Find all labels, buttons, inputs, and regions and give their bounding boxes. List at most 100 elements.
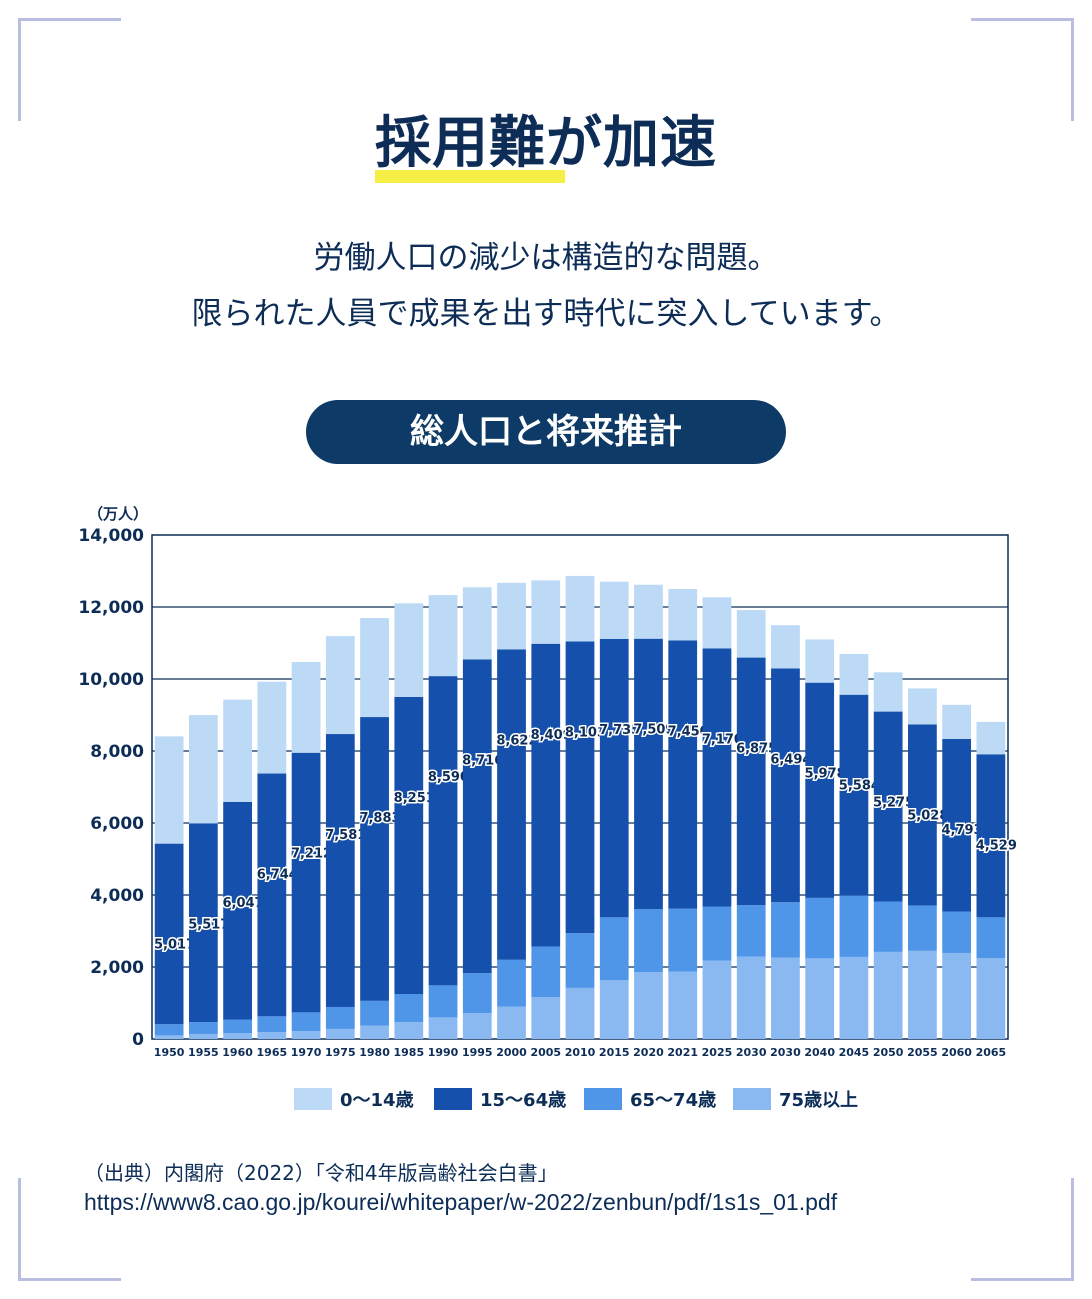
- bar-segment: [188, 1033, 218, 1039]
- bar-segment: [257, 681, 287, 774]
- data-label-15-64: 6,875: [736, 742, 777, 757]
- bar-segment: [497, 582, 526, 650]
- x-tick-label: 2015: [599, 1046, 630, 1059]
- x-tick-label: 1950: [154, 1046, 185, 1059]
- bar-segment: [839, 895, 869, 957]
- bar-segment: [873, 672, 903, 712]
- data-label-15-64: 7,170: [702, 732, 743, 747]
- data-label-15-64: 4,529: [976, 838, 1017, 853]
- bar-segment: [462, 1013, 492, 1039]
- x-tick-label: 2045: [839, 1046, 870, 1059]
- bar-segment: [942, 704, 972, 740]
- data-label-15-64: 8,251: [394, 791, 435, 806]
- bar-segment: [394, 1022, 424, 1039]
- y-tick-label: 0: [132, 1030, 144, 1050]
- legend-label: 0〜14歳: [340, 1090, 414, 1111]
- page-title-text: 採用難が加速: [375, 111, 717, 176]
- bar-segment: [257, 1032, 287, 1039]
- bar-segment: [428, 1017, 458, 1039]
- bar-segment: [839, 694, 869, 896]
- bar-segment: [223, 699, 252, 802]
- bar-segment: [771, 902, 800, 958]
- bar-segment: [565, 575, 595, 642]
- bar-segment: [291, 752, 321, 1013]
- legend-swatch: [584, 1088, 622, 1110]
- bar-segment: [188, 823, 218, 1023]
- source-citation: （出典）内閣府（2022）「令和4年版高齢社会白書」: [84, 1161, 558, 1185]
- bar-segment: [257, 1016, 287, 1033]
- legend-label: 75歳以上: [779, 1090, 858, 1111]
- bar-segment: [565, 933, 595, 988]
- bar-segment: [394, 696, 424, 994]
- bar-segment: [805, 682, 835, 898]
- x-tick-label: 2010: [565, 1046, 596, 1059]
- bar-segment: [188, 715, 218, 824]
- bar-segment: [805, 897, 835, 959]
- bar-segment: [839, 956, 869, 1039]
- bar-segment: [736, 610, 766, 658]
- legend-label: 65〜74歳: [630, 1090, 716, 1111]
- x-tick-label: 1975: [325, 1046, 356, 1059]
- frame-corner-top-right: [971, 18, 1074, 121]
- bar-segment: [360, 1025, 389, 1039]
- bar-segment: [634, 584, 663, 639]
- x-tick-label: 2040: [804, 1046, 835, 1059]
- population-chart: （万人） 0 2,000 4,000 6,000 8,000 10,000 12,000 14,…: [78, 505, 1018, 1111]
- bar-segment: [771, 668, 800, 903]
- data-label-15-64: 5,017: [154, 938, 195, 953]
- bar-segment: [736, 657, 766, 906]
- frame-corner-bottom-left: [18, 1178, 121, 1281]
- bar-segment: [976, 917, 1006, 958]
- x-tick-label: 1960: [222, 1046, 253, 1059]
- x-tick-label: 2055: [907, 1046, 938, 1059]
- chart-heading: 総人口と将来推計: [306, 400, 786, 464]
- y-unit-label: （万人）: [88, 505, 148, 523]
- data-label-15-64: 5,028: [907, 808, 948, 823]
- bar-segment: [702, 960, 732, 1039]
- bar-segment: [325, 1028, 355, 1039]
- bar-segment: [325, 1006, 355, 1029]
- bar-segment: [702, 648, 732, 907]
- bar-segment: [736, 905, 766, 957]
- bar-segment: [805, 639, 835, 683]
- bar-segment: [223, 1033, 252, 1039]
- x-tick-label: 2005: [530, 1046, 561, 1059]
- bar-segment: [360, 1000, 389, 1026]
- bar-segment: [873, 951, 903, 1039]
- source-url[interactable]: https://www8.cao.go.jp/kourei/whitepaper…: [84, 1189, 838, 1215]
- bar-segment: [462, 587, 492, 660]
- x-tick-label: 1970: [291, 1046, 322, 1059]
- bar-segment: [360, 717, 389, 1001]
- data-label-15-64: 5,584: [839, 779, 880, 794]
- y-tick-label: 2,000: [90, 958, 144, 978]
- frame-corner-top-left: [18, 18, 121, 121]
- bar-segment: [360, 618, 389, 718]
- bar-segment: [394, 994, 424, 1023]
- bar-segment: [908, 905, 937, 951]
- data-label-15-64: 6,494: [770, 752, 811, 767]
- data-label-15-64: 6,744: [257, 868, 298, 883]
- x-tick-label: 2025: [702, 1046, 733, 1059]
- data-label-15-64: 6,047: [222, 896, 263, 911]
- bar-segment: [497, 649, 526, 960]
- bar-segment: [976, 958, 1006, 1039]
- data-label-15-64: 8,622: [496, 733, 537, 748]
- data-label-15-64: 8,590: [428, 770, 469, 785]
- data-label-15-64: 5,517: [188, 917, 229, 932]
- legend-swatch: [434, 1088, 472, 1110]
- data-label-15-64: 8,409: [531, 728, 572, 743]
- data-label-15-64: 8,716: [462, 753, 503, 768]
- bar-segment: [599, 917, 629, 981]
- bar-segment: [771, 957, 800, 1039]
- y-tick-label: 10,000: [78, 670, 144, 690]
- x-tick-label: 2020: [633, 1046, 664, 1059]
- bar-segment: [908, 950, 937, 1039]
- bar-segment: [531, 946, 561, 998]
- x-tick-label: 2065: [976, 1046, 1007, 1059]
- title-highlight: [375, 170, 565, 183]
- bar-segment: [942, 739, 972, 912]
- bar-segment: [428, 676, 458, 986]
- y-tick-label: 14,000: [78, 526, 144, 546]
- bar-segment: [325, 734, 355, 1007]
- bar-segment: [942, 911, 972, 953]
